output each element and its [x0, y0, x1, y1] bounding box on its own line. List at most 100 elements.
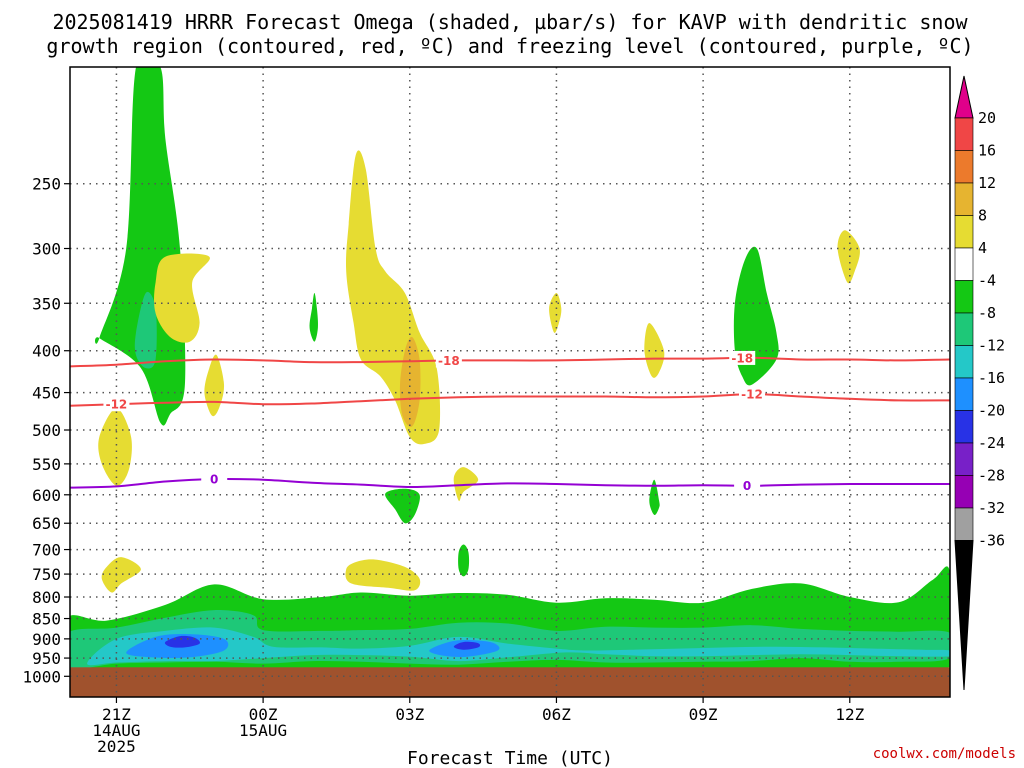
contour-label-bg-18-0 [435, 353, 462, 368]
contour-label-12-1: -12 [741, 388, 763, 402]
colorbar-top-arrow [954, 75, 974, 119]
y-tick-label-500: 500 [32, 421, 61, 440]
temperature-contours: -18 -18 -12 -12 0 0 [70, 350, 950, 493]
omega-region-8-to-4-11 [458, 544, 470, 577]
omega-region-8-to-4-12 [649, 479, 660, 516]
colorbar-bottom-arrow [954, 540, 974, 691]
colorbar-band-16-to-12 [954, 345, 974, 379]
contour-12 [70, 393, 950, 407]
colorbar-label-32: -32 [978, 499, 1005, 517]
plot-area: -18 -18 -12 -12 0 0 [70, 67, 950, 697]
omega-region-8-to-4-13 [733, 246, 779, 386]
omega-region-4-to-8-24 [644, 323, 665, 378]
x-tick-label-06z-0: 06Z [542, 705, 571, 724]
contour-label-bg-0-1 [734, 478, 761, 493]
chart-title-line-2: growth region (contoured, red, ºC) and f… [46, 34, 973, 58]
omega-region-8-to-4-9 [309, 293, 319, 342]
omega-region-4-to-8-16 [101, 557, 141, 593]
colorbar-band-20-to-16 [954, 377, 974, 411]
x-tick-label-09z-0: 09Z [689, 705, 718, 724]
colorbar-label-8: -8 [978, 304, 996, 322]
omega-region-4-to-8-17 [154, 253, 210, 343]
colorbar-band-24-to-20 [954, 410, 974, 444]
x-tick-label-21z-2: 2025 [97, 737, 136, 756]
colorbar-band-12-to-8 [954, 312, 974, 346]
omega-region-24-to-20-6 [453, 641, 481, 650]
pressure-axis: 2503003504004505005506006507007508008509… [22, 175, 70, 686]
colorbar-band-28-to-24 [954, 442, 974, 476]
x-tick-label-00z-0: 00Z [249, 705, 278, 724]
colorbar-label-36: -36 [978, 532, 1005, 550]
contour-label-bg-12-0 [103, 397, 130, 412]
y-tick-label-900: 900 [32, 630, 61, 649]
contour-label-18-0: -18 [438, 354, 460, 368]
colorbar-band-12-to-16 [954, 150, 974, 184]
contour-label-12-0: -12 [106, 398, 128, 412]
x-tick-label-03z-0: 03Z [395, 705, 424, 724]
y-tick-label-950: 950 [32, 649, 61, 668]
ground-layer [70, 667, 950, 697]
colorbar-label-28: -28 [978, 467, 1005, 485]
omega-region-24-to-20-5 [164, 635, 201, 648]
contour-18 [70, 356, 950, 368]
plot-frame [69, 66, 951, 698]
y-tick-label-650: 650 [32, 514, 61, 533]
x-tick-label-12z-0: 12Z [835, 705, 864, 724]
colorbar-band-8-to-4 [954, 280, 974, 314]
colorbar-label-20: 20 [978, 109, 996, 127]
x-axis-label: Forecast Time (UTC) [407, 748, 613, 768]
chart-title-line-1: 2025081419 HRRR Forecast Omega (shaded, … [52, 10, 968, 34]
y-tick-label-600: 600 [32, 486, 61, 505]
omega-shading [70, 67, 950, 677]
credit-link[interactable]: coolwx.com/models [873, 746, 1016, 762]
contour-label-0-0: 0 [210, 473, 218, 487]
y-tick-label-1000: 1000 [22, 667, 61, 686]
colorbar-label-16: 16 [978, 142, 996, 160]
omega-region-4-to-8-21 [345, 559, 421, 591]
y-tick-label-450: 450 [32, 384, 61, 403]
y-tick-label-350: 350 [32, 294, 61, 313]
colorbar: 20 16 12 8 4 -4 -8 -12 -16 -20 -24 -28 -32 -36 [954, 75, 1005, 691]
omega-region-8-to-4-14 [927, 575, 950, 607]
omega-region-4-to-8-18 [204, 354, 225, 417]
colorbar-label-12: 12 [978, 174, 996, 192]
colorbar-band-16-to-20 [954, 117, 974, 151]
y-tick-label-400: 400 [32, 342, 61, 361]
x-tick-label-21z-0: 21Z [102, 705, 131, 724]
omega-region-4-to-8-25 [837, 230, 860, 284]
y-tick-label-750: 750 [32, 565, 61, 584]
y-tick-label-850: 850 [32, 610, 61, 629]
omega-region-16-to-12-2 [87, 627, 950, 666]
colorbar-band-32-to-28 [954, 475, 974, 509]
ground-below-surface [70, 667, 950, 697]
omega-region-8-to-12-20 [399, 336, 421, 427]
y-tick-label-550: 550 [32, 455, 61, 474]
colorbar-label-8: 8 [978, 207, 987, 225]
omega-region-8-to-4-7 [95, 67, 186, 426]
omega-region-12-to-8-8 [134, 291, 157, 369]
contour-label-bg-12-1 [739, 387, 765, 402]
contour-label-18-1: -18 [731, 351, 753, 365]
x-tick-label-21z-1: 14AUG [92, 721, 140, 740]
colorbar-band-4-to-8 [954, 215, 974, 249]
colorbar-band-8-to-12 [954, 182, 974, 216]
x-tick-label-00z-1: 15AUG [239, 721, 287, 740]
y-tick-label-800: 800 [32, 588, 61, 607]
y-tick-label-250: 250 [32, 175, 61, 194]
contour-label-bg-18-1 [729, 350, 756, 365]
y-tick-label-700: 700 [32, 541, 61, 560]
y-tick-label-300: 300 [32, 240, 61, 259]
colorbar-label-24: -24 [978, 434, 1005, 452]
contour-label-0-1: 0 [743, 479, 751, 493]
contour-label-bg-0-0 [201, 472, 228, 487]
colorbar-label-4: 4 [978, 239, 987, 257]
colorbar-label-20: -20 [978, 402, 1005, 420]
omega-region-8-to-4-10 [385, 488, 420, 524]
grid-lines [70, 67, 950, 697]
colorbar-band-36-to-32 [954, 507, 974, 541]
colorbar-label-16: -16 [978, 369, 1005, 387]
omega-region-4-to-8-15 [98, 408, 132, 486]
colorbar-band-4-to-4 [954, 247, 974, 281]
